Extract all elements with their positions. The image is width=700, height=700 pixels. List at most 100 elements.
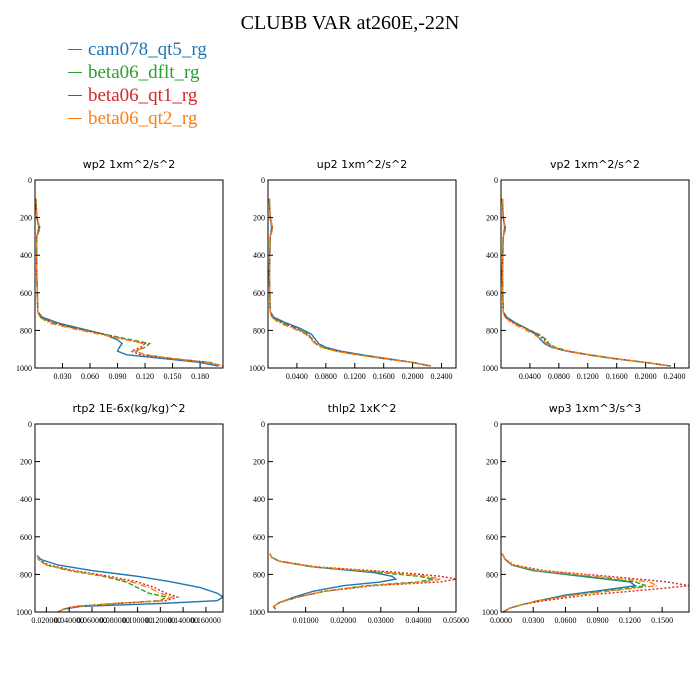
x-tick-label: 0.160000 xyxy=(191,616,221,625)
y-tick-label: 600 xyxy=(486,289,498,298)
panel-title: wp3 1xm^3/s^3 xyxy=(549,402,642,415)
x-tick-label: 0.180 xyxy=(191,372,209,381)
y-tick-label: 400 xyxy=(20,495,32,504)
series-line xyxy=(501,198,672,367)
y-tick-label: 200 xyxy=(20,458,32,467)
x-tick-label: 0.2000 xyxy=(635,372,657,381)
y-tick-label: 400 xyxy=(486,251,498,260)
y-tick-label: 1000 xyxy=(482,608,498,617)
legend-swatch xyxy=(68,49,82,50)
series-line xyxy=(268,198,431,367)
axes-frame xyxy=(34,179,224,369)
x-tick-label: 0.0800 xyxy=(315,372,337,381)
x-tick-label: 0.1600 xyxy=(606,372,628,381)
axes-frame xyxy=(500,179,690,369)
legend-label: beta06_qt2_rg xyxy=(88,108,198,129)
series-line xyxy=(269,553,434,610)
legend-label: cam078_qt5_rg xyxy=(88,39,207,60)
panel: wp2 1xm^2/s^2 0 200 400 600 800 1000 0.030 0.060… xyxy=(16,158,224,381)
y-tick-label: 800 xyxy=(486,570,498,579)
y-tick-label: 0 xyxy=(28,176,32,185)
figure-title: CLUBB VAR at260E,-22N xyxy=(240,12,460,34)
y-tick-label: 600 xyxy=(253,289,265,298)
x-tick-label: 0.0800 xyxy=(548,372,570,381)
legend-swatch xyxy=(68,72,82,73)
series-line xyxy=(269,553,456,610)
x-tick-label: 0.060 xyxy=(81,372,99,381)
y-tick-label: 200 xyxy=(253,214,265,223)
y-tick-label: 0 xyxy=(494,420,498,429)
panel-title: vp2 1xm^2/s^2 xyxy=(550,158,640,171)
y-tick-label: 1000 xyxy=(249,608,265,617)
legend-label: beta06_qt1_rg xyxy=(88,85,198,106)
x-tick-label: 0.02000 xyxy=(330,616,356,625)
panel: wp3 1xm^3/s^3 0 200 400 600 800 10000.0000 0.03… xyxy=(482,402,690,625)
y-tick-label: 800 xyxy=(253,570,265,579)
x-tick-label: 0.2400 xyxy=(431,372,453,381)
x-tick-label: 0.1600 xyxy=(373,372,395,381)
x-tick-label: 0.2000 xyxy=(402,372,424,381)
x-tick-label: 0.040000 xyxy=(54,616,84,625)
y-tick-label: 1000 xyxy=(16,364,32,373)
legend-item: beta06_qt1_rg xyxy=(68,84,207,107)
x-tick-label: 0.0000 xyxy=(490,616,512,625)
series-line xyxy=(501,553,660,612)
series-line xyxy=(269,553,398,610)
series-line xyxy=(35,198,223,367)
series-line xyxy=(35,198,219,367)
x-tick-label: 0.020000 xyxy=(31,616,61,625)
y-tick-label: 800 xyxy=(486,326,498,335)
legend-swatch xyxy=(68,118,82,119)
y-tick-label: 800 xyxy=(20,326,32,335)
x-tick-label: 0.03000 xyxy=(368,616,394,625)
series-line xyxy=(501,198,672,367)
y-tick-label: 200 xyxy=(253,458,265,467)
panel: vp2 1xm^2/s^2 0 200 400 600 800 1000 0.0400 0.08… xyxy=(482,158,690,381)
y-tick-label: 200 xyxy=(486,458,498,467)
x-tick-label: 0.060000 xyxy=(77,616,107,625)
panel: thlp2 1xK^2 0 200 400 600 800 1000 0.01000 0.020… xyxy=(249,402,469,625)
y-tick-label: 400 xyxy=(486,495,498,504)
panel-title: wp2 1xm^2/s^2 xyxy=(83,158,176,171)
x-tick-label: 0.1500 xyxy=(651,616,673,625)
x-tick-label: 0.0400 xyxy=(519,372,541,381)
x-tick-label: 0.0400 xyxy=(286,372,308,381)
axes-frame xyxy=(34,423,224,613)
y-tick-label: 600 xyxy=(486,533,498,542)
panel-title: thlp2 1xK^2 xyxy=(328,402,397,415)
y-tick-label: 0 xyxy=(494,176,498,185)
y-tick-label: 0 xyxy=(261,420,265,429)
legend-item: cam078_qt5_rg xyxy=(68,38,207,61)
x-tick-label: 0.100000 xyxy=(123,616,153,625)
y-tick-label: 800 xyxy=(253,326,265,335)
y-tick-label: 0 xyxy=(261,176,265,185)
y-tick-label: 400 xyxy=(253,251,265,260)
y-tick-label: 1000 xyxy=(482,364,498,373)
panel: up2 1xm^2/s^2 0 200 400 600 800 1000 0.0400 0.08… xyxy=(249,158,457,381)
x-tick-label: 0.0300 xyxy=(522,616,544,625)
series-line xyxy=(268,198,431,367)
y-tick-label: 400 xyxy=(253,495,265,504)
series-line xyxy=(268,198,431,367)
x-tick-label: 0.1200 xyxy=(344,372,366,381)
y-tick-label: 200 xyxy=(486,214,498,223)
y-tick-label: 1000 xyxy=(16,608,32,617)
x-tick-label: 0.1200 xyxy=(577,372,599,381)
x-tick-label: 0.01000 xyxy=(293,616,319,625)
series-line xyxy=(35,198,223,367)
x-tick-label: 0.0600 xyxy=(554,616,576,625)
y-tick-label: 1000 xyxy=(249,364,265,373)
x-tick-label: 0.120000 xyxy=(145,616,175,625)
y-tick-label: 200 xyxy=(20,214,32,223)
series-line xyxy=(36,555,223,612)
x-tick-label: 0.080000 xyxy=(100,616,130,625)
x-tick-label: 0.05000 xyxy=(443,616,469,625)
series-line xyxy=(501,553,638,612)
x-tick-label: 0.120 xyxy=(136,372,154,381)
series-line xyxy=(501,198,672,367)
y-tick-label: 800 xyxy=(20,570,32,579)
panel: rtp2 1E-6x(kg/kg)^2 0 200 400 600 800 10000.02… xyxy=(16,402,224,625)
y-tick-label: 600 xyxy=(20,533,32,542)
series-line xyxy=(501,553,647,612)
